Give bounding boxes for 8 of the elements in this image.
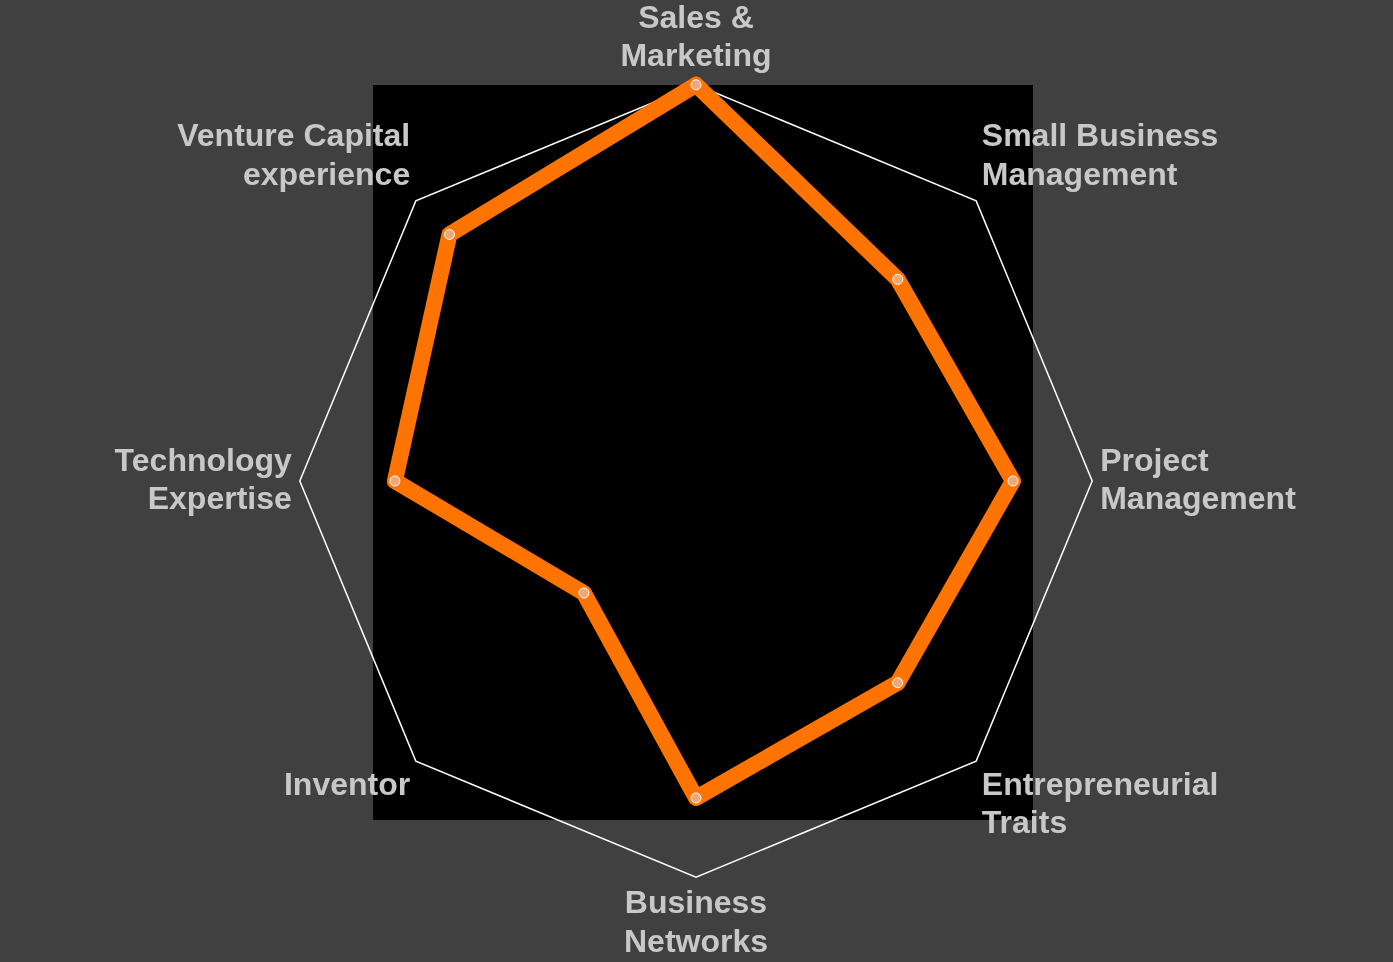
spoke-label: Inventor [283,765,411,802]
spoke-label: Technology Expertise [114,441,292,517]
spoke-label: Sales & Marketing [620,0,772,74]
spoke-label: Venture Capital experience [177,117,411,192]
spoke-label: Project Management [1100,441,1297,517]
spoke-label: Small Business Management [981,117,1219,192]
spoke-label: Business Networks [623,884,769,959]
spoke-label: Entrepreneurial Traits [981,765,1219,841]
